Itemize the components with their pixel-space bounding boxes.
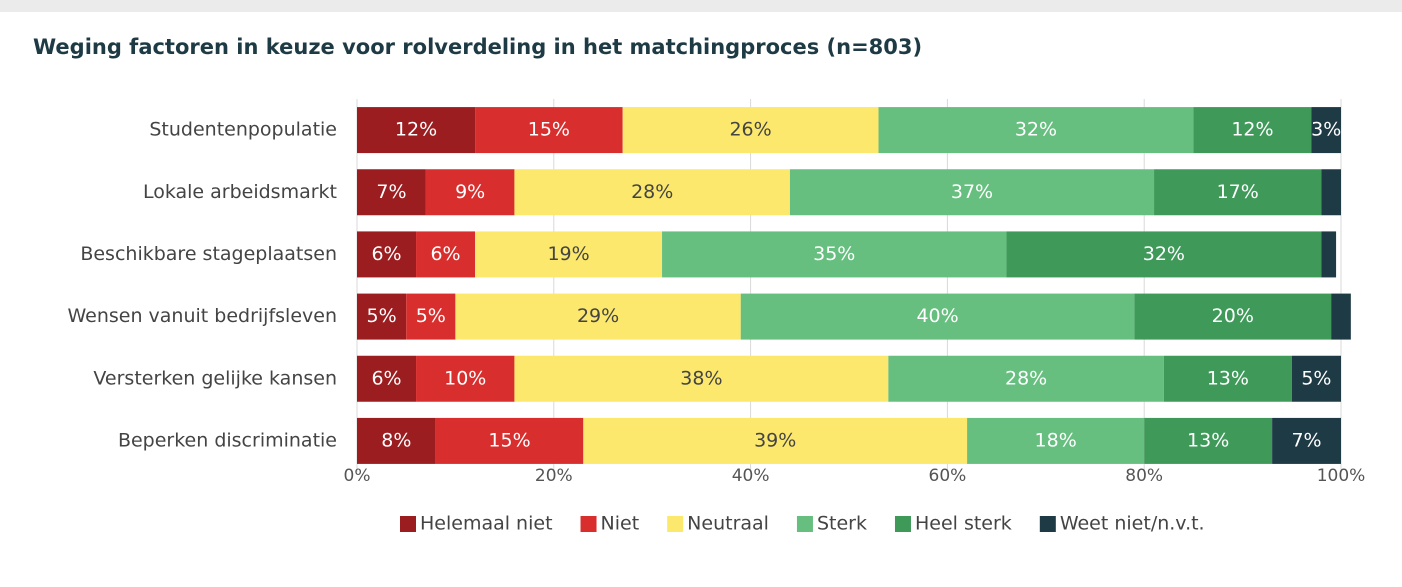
bar-segment bbox=[475, 107, 623, 154]
bar-segment bbox=[1321, 231, 1337, 278]
bar-segment bbox=[357, 293, 407, 340]
data-label: 5% bbox=[367, 305, 397, 327]
bar-segment bbox=[1193, 107, 1312, 154]
bar-segment bbox=[1006, 231, 1322, 278]
legend-swatch bbox=[400, 516, 416, 532]
bar-segment bbox=[1331, 293, 1351, 340]
legend-label: Niet bbox=[601, 513, 640, 535]
x-tick-label: 100% bbox=[1317, 466, 1366, 486]
bar-segment bbox=[435, 417, 584, 464]
bar-segment bbox=[357, 107, 476, 154]
data-label: 35% bbox=[813, 243, 855, 265]
x-tick-label: 0% bbox=[344, 466, 371, 486]
legend-swatch bbox=[894, 516, 911, 532]
data-label: 5% bbox=[1301, 367, 1331, 389]
data-label: 6% bbox=[430, 243, 460, 265]
data-label: 20% bbox=[1212, 305, 1254, 327]
data-label: 29% bbox=[577, 305, 619, 327]
y-tick-label: Beperken discriminatie bbox=[118, 429, 337, 451]
x-tick-label: 20% bbox=[535, 466, 573, 486]
data-label: 32% bbox=[1143, 243, 1185, 265]
data-label: 3% bbox=[1311, 119, 1341, 141]
bar-segment bbox=[357, 355, 417, 402]
bar-segment bbox=[406, 293, 456, 340]
bar-segment bbox=[888, 355, 1164, 402]
data-label: 7% bbox=[376, 181, 406, 203]
data-label: 26% bbox=[729, 119, 771, 141]
legend-swatch bbox=[796, 516, 813, 532]
bar-segment bbox=[1272, 417, 1341, 464]
bar-segment bbox=[967, 417, 1145, 464]
data-label: 32% bbox=[1015, 119, 1057, 141]
data-label: 9% bbox=[455, 181, 485, 203]
bar-segment bbox=[1134, 293, 1332, 340]
data-label: 28% bbox=[1005, 367, 1047, 389]
legend-label: Weet niet/n.v.t. bbox=[1060, 513, 1205, 535]
bar-segment bbox=[1321, 169, 1341, 216]
y-tick-label: Wensen vanuit bedrijfsleven bbox=[67, 305, 337, 327]
bar-segment bbox=[357, 169, 426, 216]
legend-label: Neutraal bbox=[687, 513, 769, 535]
data-label: 28% bbox=[631, 181, 673, 203]
data-label: 38% bbox=[680, 367, 722, 389]
data-label: 8% bbox=[381, 429, 411, 451]
data-label: 13% bbox=[1187, 429, 1229, 451]
bar-segment bbox=[357, 417, 436, 464]
legend-label: Helemaal niet bbox=[420, 513, 553, 535]
data-label: 6% bbox=[371, 243, 401, 265]
data-label: 15% bbox=[528, 119, 570, 141]
data-label: 39% bbox=[754, 429, 796, 451]
data-label: 15% bbox=[488, 429, 530, 451]
chart-title: Weging factoren in keuze voor rolverdeli… bbox=[33, 35, 922, 59]
bar-segment bbox=[514, 355, 889, 402]
bar-segment bbox=[416, 355, 515, 402]
bar-segment bbox=[1144, 417, 1273, 464]
data-label: 7% bbox=[1291, 429, 1321, 451]
x-tick-label: 40% bbox=[732, 466, 770, 486]
legend-label: Sterk bbox=[817, 513, 867, 535]
bar-segment bbox=[1311, 107, 1341, 154]
bar-segment bbox=[1154, 169, 1322, 216]
x-tick-label: 80% bbox=[1125, 466, 1163, 486]
data-label: 19% bbox=[547, 243, 589, 265]
bar-segment bbox=[583, 417, 968, 464]
bar-segment bbox=[1291, 355, 1341, 402]
data-label: 5% bbox=[416, 305, 446, 327]
data-label: 6% bbox=[371, 367, 401, 389]
y-tick-label: Beschikbare stageplaatsen bbox=[80, 243, 337, 265]
bar-segment bbox=[1163, 355, 1292, 402]
bar-segment bbox=[357, 231, 417, 278]
y-tick-label: Studentenpopulatie bbox=[149, 119, 337, 141]
legend-swatch bbox=[1039, 516, 1056, 532]
bar-segment bbox=[475, 231, 663, 278]
bar-segment bbox=[514, 169, 790, 216]
y-tick-label: Lokale arbeidsmarkt bbox=[143, 181, 337, 203]
bar-segment bbox=[416, 231, 476, 278]
data-label: 37% bbox=[951, 181, 993, 203]
data-label: 12% bbox=[395, 119, 437, 141]
bar-segment bbox=[622, 107, 879, 154]
x-tick-label: 60% bbox=[929, 466, 967, 486]
legend-label: Heel sterk bbox=[915, 513, 1012, 535]
data-label: 17% bbox=[1217, 181, 1259, 203]
data-label: 12% bbox=[1231, 119, 1273, 141]
bar-segment bbox=[425, 169, 515, 216]
legend-swatch bbox=[580, 516, 597, 532]
bar-segment bbox=[878, 107, 1194, 154]
bar-segment bbox=[740, 293, 1135, 340]
data-label: 18% bbox=[1035, 429, 1077, 451]
legend-swatch bbox=[667, 516, 684, 532]
bar-segment bbox=[789, 169, 1155, 216]
bar-segment bbox=[455, 293, 741, 340]
y-tick-label: Versterken gelijke kansen bbox=[93, 367, 337, 389]
data-label: 40% bbox=[916, 305, 958, 327]
data-label: 13% bbox=[1207, 367, 1249, 389]
data-label: 10% bbox=[444, 367, 486, 389]
bar-segment bbox=[662, 231, 1007, 278]
